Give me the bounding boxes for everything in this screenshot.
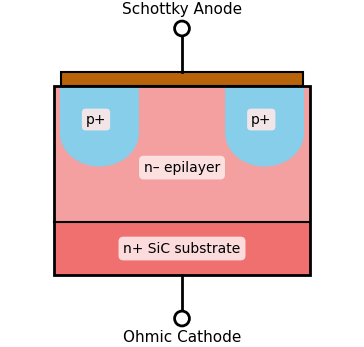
Text: n– epilayer: n– epilayer — [144, 161, 220, 175]
Circle shape — [175, 21, 189, 36]
Text: p+: p+ — [251, 112, 272, 127]
Polygon shape — [60, 86, 138, 166]
Bar — [60, 71, 304, 86]
Text: Ohmic Cathode: Ohmic Cathode — [123, 330, 241, 345]
Text: Schottky Anode: Schottky Anode — [122, 2, 242, 17]
Bar — [54, 222, 310, 275]
Text: p+: p+ — [86, 112, 106, 127]
Bar — [54, 86, 310, 275]
Circle shape — [175, 311, 189, 326]
Bar — [54, 86, 310, 222]
Text: n+ SiC substrate: n+ SiC substrate — [123, 242, 241, 255]
Polygon shape — [226, 86, 304, 166]
